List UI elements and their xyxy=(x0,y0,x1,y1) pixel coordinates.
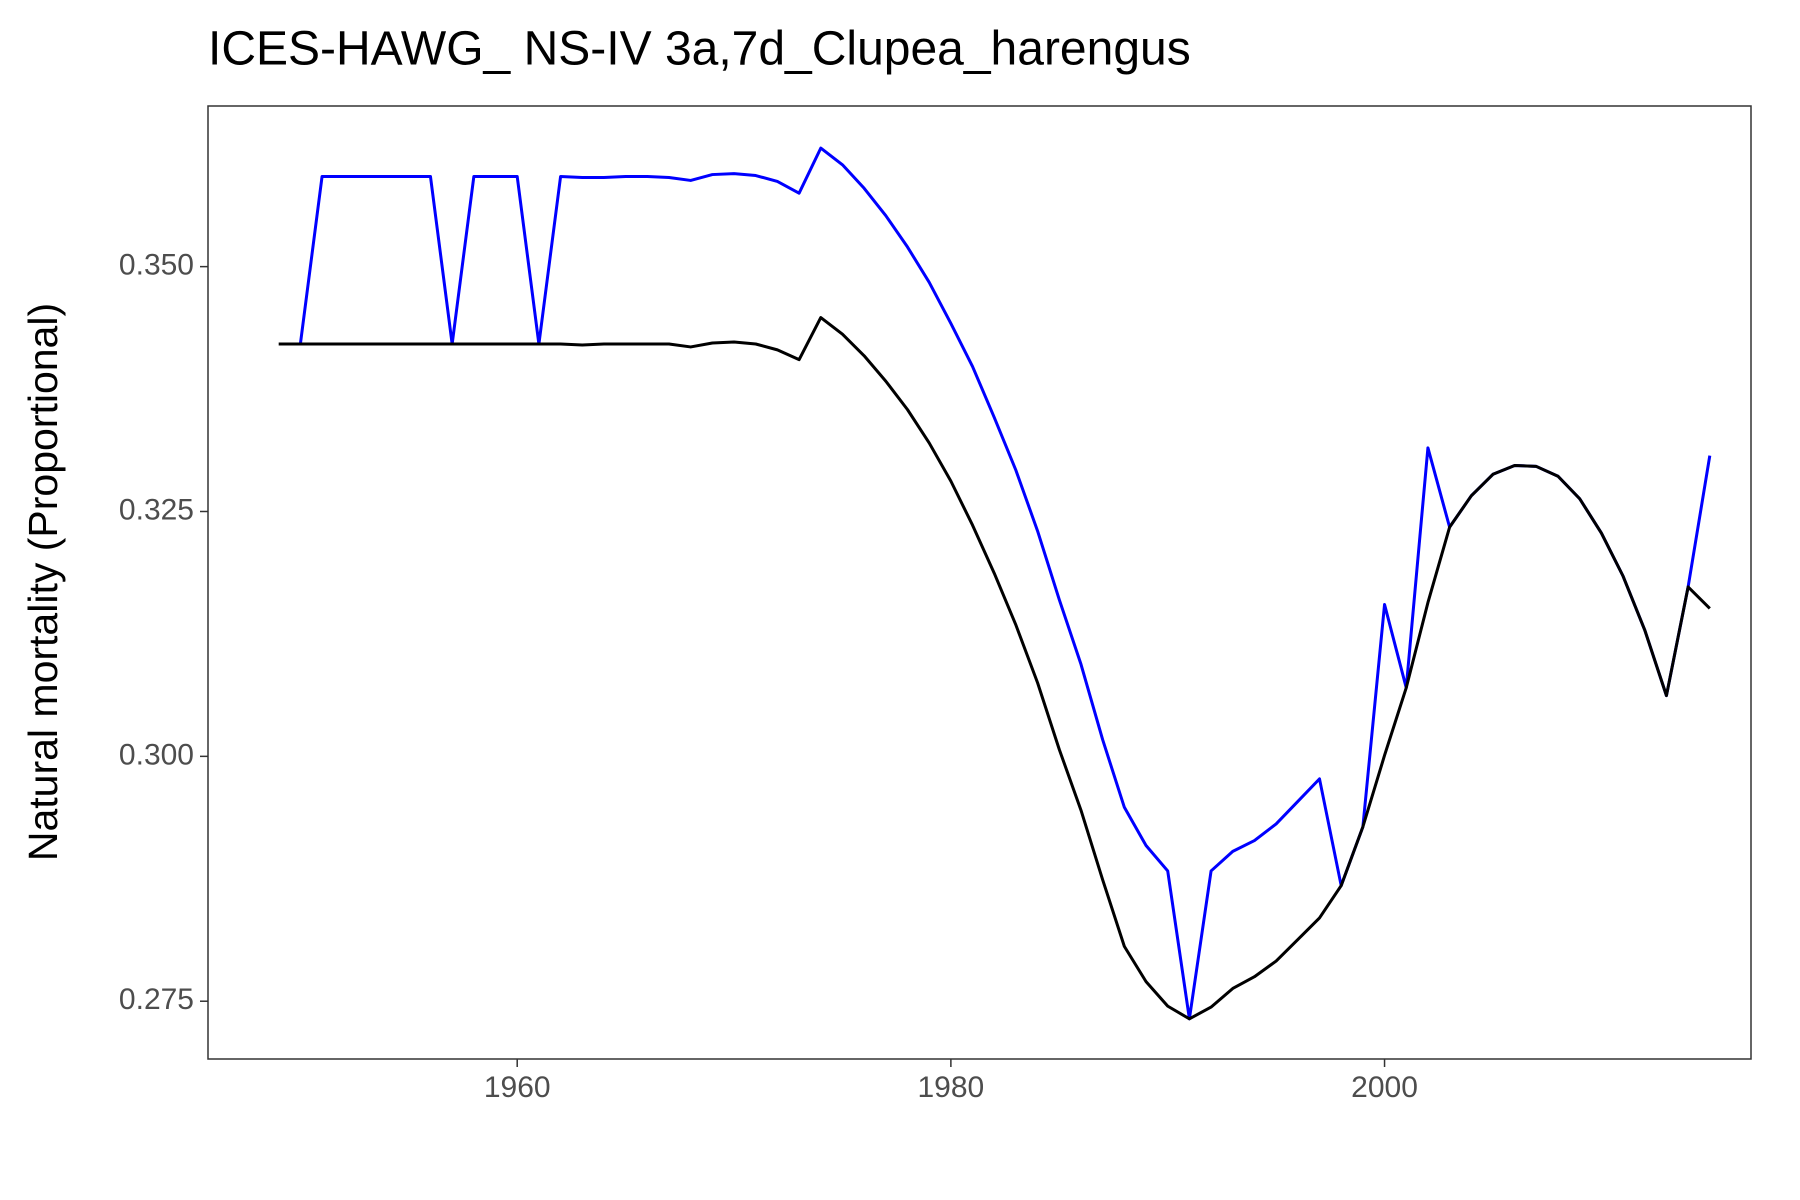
x-tick-label: 1960 xyxy=(484,1071,551,1104)
plot-panel xyxy=(207,105,1752,1060)
y-tick-label: 0.325 xyxy=(119,493,194,526)
y-tick-label: 0.350 xyxy=(119,249,194,282)
y-axis-label: Natural mortality (Proportional) xyxy=(20,303,66,861)
chart-title: ICES-HAWG_ NS-IV 3a,7d_Clupea_harengus xyxy=(208,23,1191,76)
x-tick-label: 2000 xyxy=(1351,1071,1418,1104)
series-line xyxy=(278,316,1711,1021)
series-line xyxy=(298,146,1712,1021)
y-tick-label: 0.300 xyxy=(119,738,194,771)
x-tick-label: 1980 xyxy=(918,1071,985,1104)
y-tick-label: 0.275 xyxy=(119,983,194,1016)
